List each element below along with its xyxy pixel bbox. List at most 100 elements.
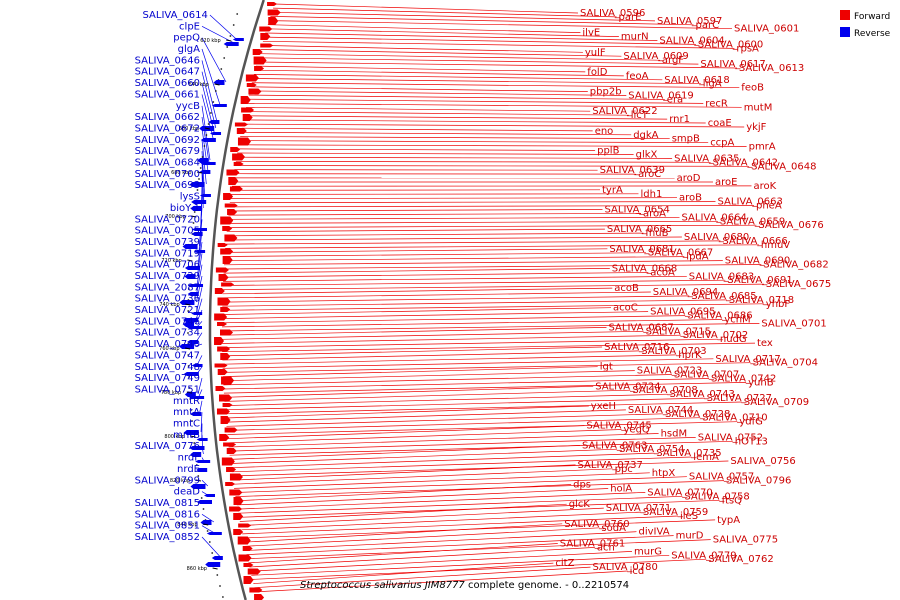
gene-label-saliva-0709[interactable]: SALIVA_0709 [744, 397, 809, 408]
gene-label-saliva-0690[interactable]: SALIVA_0690 [725, 256, 790, 267]
gene-label-phea[interactable]: pheA [756, 201, 782, 212]
gene-label-saliva-0654[interactable]: SALIVA_0654 [605, 205, 670, 216]
gene-label-saliva-0706[interactable]: SALIVA_0706 [135, 260, 200, 271]
gene-label-aroa[interactable]: aroA [643, 208, 666, 219]
gene-label-saliva-0756[interactable]: SALIVA_0756 [730, 456, 795, 467]
gene-label-saliva-0604[interactable]: SALIVA_0604 [659, 36, 724, 47]
gene-label-saliva-0597[interactable]: SALIVA_0597 [657, 16, 722, 27]
gene-label-lgt[interactable]: lgt [600, 362, 613, 373]
gene-label-saliva-0719[interactable]: SALIVA_0719 [135, 248, 200, 259]
gene-label-diviva[interactable]: divIVA [639, 527, 670, 538]
gene-label-pare[interactable]: parE [619, 12, 642, 23]
gene-label-saliva-0695[interactable]: SALIVA_0695 [650, 307, 715, 318]
gene-label-smpb[interactable]: smpB [672, 134, 700, 145]
gene-label-bioy-1[interactable]: bioY-1 [170, 203, 200, 214]
gene-label-glga[interactable]: glgA [178, 44, 200, 55]
gene-label-saliva-0659[interactable]: SALIVA_0659 [720, 216, 785, 227]
gene-label-pmra[interactable]: pmrA [749, 142, 776, 153]
gene-label-saliva-0614[interactable]: SALIVA_0614 [143, 10, 208, 21]
gene-label-saliva-0705[interactable]: SALIVA_0705 [135, 226, 200, 237]
gene-label-saliva-0702[interactable]: SALIVA_0702 [683, 330, 748, 341]
gene-label-ilve[interactable]: ilvE [582, 28, 600, 39]
gene-label-saliva-0596[interactable]: SALIVA_0596 [580, 8, 645, 19]
gene-label-saliva-0667[interactable]: SALIVA_0667 [648, 248, 713, 259]
gene-label-saliva-0675[interactable]: SALIVA_0675 [766, 279, 831, 290]
gene-label-acoa[interactable]: acoA [650, 267, 675, 278]
gene-label-soda[interactable]: sodA [601, 523, 626, 534]
gene-label-lpda[interactable]: lpdA [686, 252, 708, 263]
gene-label-saliva-0668[interactable]: SALIVA_0668 [612, 263, 677, 274]
gene-label-saliva-0748[interactable]: SALIVA_0748 [135, 362, 200, 373]
gene-label-aroe[interactable]: aroE [715, 177, 737, 188]
gene-label-saliva-0729[interactable]: SALIVA_0729 [135, 271, 200, 282]
gene-label-murn[interactable]: murN [621, 32, 649, 43]
gene-label-saliva-0661[interactable]: SALIVA_0661 [135, 89, 200, 100]
gene-label-iles[interactable]: ileS [680, 511, 698, 522]
gene-label-saliva-0724[interactable]: SALIVA_0724 [595, 381, 660, 392]
gene-label-feoa[interactable]: feoA [626, 71, 649, 82]
gene-label-fhub[interactable]: fhuB [645, 228, 668, 239]
gene-label-saliva-0704[interactable]: SALIVA_0704 [753, 358, 818, 369]
gene-label-mutm[interactable]: mutM [744, 102, 773, 113]
gene-label-saliva-0779[interactable]: SALIVA_0779 [671, 550, 736, 561]
gene-label-hprk[interactable]: hprK [678, 350, 702, 361]
gene-label-ppc[interactable]: ppc [615, 464, 633, 475]
gene-label-murd[interactable]: murD [676, 531, 704, 542]
gene-label-saliva-0701[interactable]: SALIVA_0701 [761, 318, 826, 329]
gene-label-saliva-0734[interactable]: SALIVA_0734 [135, 328, 200, 339]
gene-label-ykjf[interactable]: ykjF [746, 122, 766, 133]
gene-label-acn[interactable]: acn [597, 542, 615, 553]
gene-label-eno[interactable]: eno [595, 126, 614, 137]
gene-label-dgka[interactable]: dgkA [633, 130, 658, 141]
gene-label-saliva-0600[interactable]: SALIVA_0600 [698, 39, 763, 50]
gene-label-recr[interactable]: recR [705, 98, 728, 109]
gene-label-lema[interactable]: lemA [693, 452, 719, 463]
gene-label-saliva-0684[interactable]: SALIVA_0684 [135, 158, 200, 169]
gene-label-saliva-0780[interactable]: SALIVA_0780 [593, 562, 658, 573]
gene-label-era[interactable]: era [667, 95, 683, 106]
gene-label-saliva-0660[interactable]: SALIVA_0660 [135, 78, 200, 89]
gene-label-yegq[interactable]: yegQ [624, 425, 650, 436]
gene-label-coae[interactable]: coaE [708, 118, 732, 129]
gene-label-yulf[interactable]: yulF [585, 47, 606, 58]
gene-label-yycb[interactable]: yycB [176, 101, 200, 112]
gene-label-pbp2b[interactable]: pbp2b [590, 87, 622, 98]
gene-label-saliva-0761[interactable]: SALIVA_0761 [560, 539, 625, 550]
gene-label-saliva-0758[interactable]: SALIVA_0758 [684, 491, 749, 502]
gene-label-saliva-0754[interactable]: SALIVA_0754 [619, 444, 684, 455]
gene-label-saliva-0683[interactable]: SALIVA_0683 [689, 271, 754, 282]
gene-label-rnr1[interactable]: rnr1 [669, 114, 690, 125]
gene-label-saliva-0739[interactable]: SALIVA_0739 [135, 237, 200, 248]
gene-label-nudg[interactable]: nudG [720, 334, 747, 345]
gene-label-saliva-0635[interactable]: SALIVA_0635 [674, 153, 739, 164]
gene-label-hola[interactable]: holA [610, 484, 632, 495]
gene-label-saliva-0757[interactable]: SALIVA_0757 [689, 472, 754, 483]
gene-label-nrde[interactable]: nrdE [177, 464, 200, 475]
gene-label-saliva-0619[interactable]: SALIVA_0619 [628, 91, 693, 102]
gene-label-hmuv[interactable]: hmuV [761, 240, 790, 251]
gene-label-saliva-0666[interactable]: SALIVA_0666 [722, 236, 787, 247]
gene-label-saliva-0618[interactable]: SALIVA_0618 [664, 75, 729, 86]
gene-label-hsdm[interactable]: hsdM [661, 429, 688, 440]
gene-label-mnta[interactable]: mntA [173, 407, 200, 418]
gene-label-saliva-0716[interactable]: SALIVA_0716 [604, 342, 669, 353]
gene-label-ychm[interactable]: ychM [724, 315, 750, 326]
gene-label-glck[interactable]: glcK [569, 499, 591, 510]
gene-label-arod[interactable]: aroD [677, 173, 701, 184]
gene-label-ydfg[interactable]: ydfG [739, 417, 763, 428]
gene-label-saliva-0609[interactable]: SALIVA_0609 [623, 51, 688, 62]
gene-label-arok[interactable]: aroK [754, 181, 777, 192]
gene-label-saliva-0736[interactable]: SALIVA_0736 [135, 294, 200, 305]
gene-label-saliva-0646[interactable]: SALIVA_0646 [135, 55, 200, 66]
gene-label-ccpa[interactable]: ccpA [710, 138, 734, 149]
gene-label-saliva-0681[interactable]: SALIVA_0681 [609, 244, 674, 255]
gene-label-saliva-0796[interactable]: SALIVA_0796 [726, 476, 791, 487]
gene-label-saliva-0647[interactable]: SALIVA_0647 [135, 67, 200, 78]
gene-label-saliva-0639[interactable]: SALIVA_0639 [600, 165, 665, 176]
gene-label-saliva-0676[interactable]: SALIVA_0676 [758, 220, 823, 231]
gene-label-dps[interactable]: dps [573, 480, 591, 491]
gene-label-aroc[interactable]: aroC [638, 169, 661, 180]
gene-label-saliva-0759[interactable]: SALIVA_0759 [643, 507, 708, 518]
gene-label-saliva-0852[interactable]: SALIVA_0852 [135, 532, 200, 543]
gene-label-lict[interactable]: licT [631, 110, 649, 121]
